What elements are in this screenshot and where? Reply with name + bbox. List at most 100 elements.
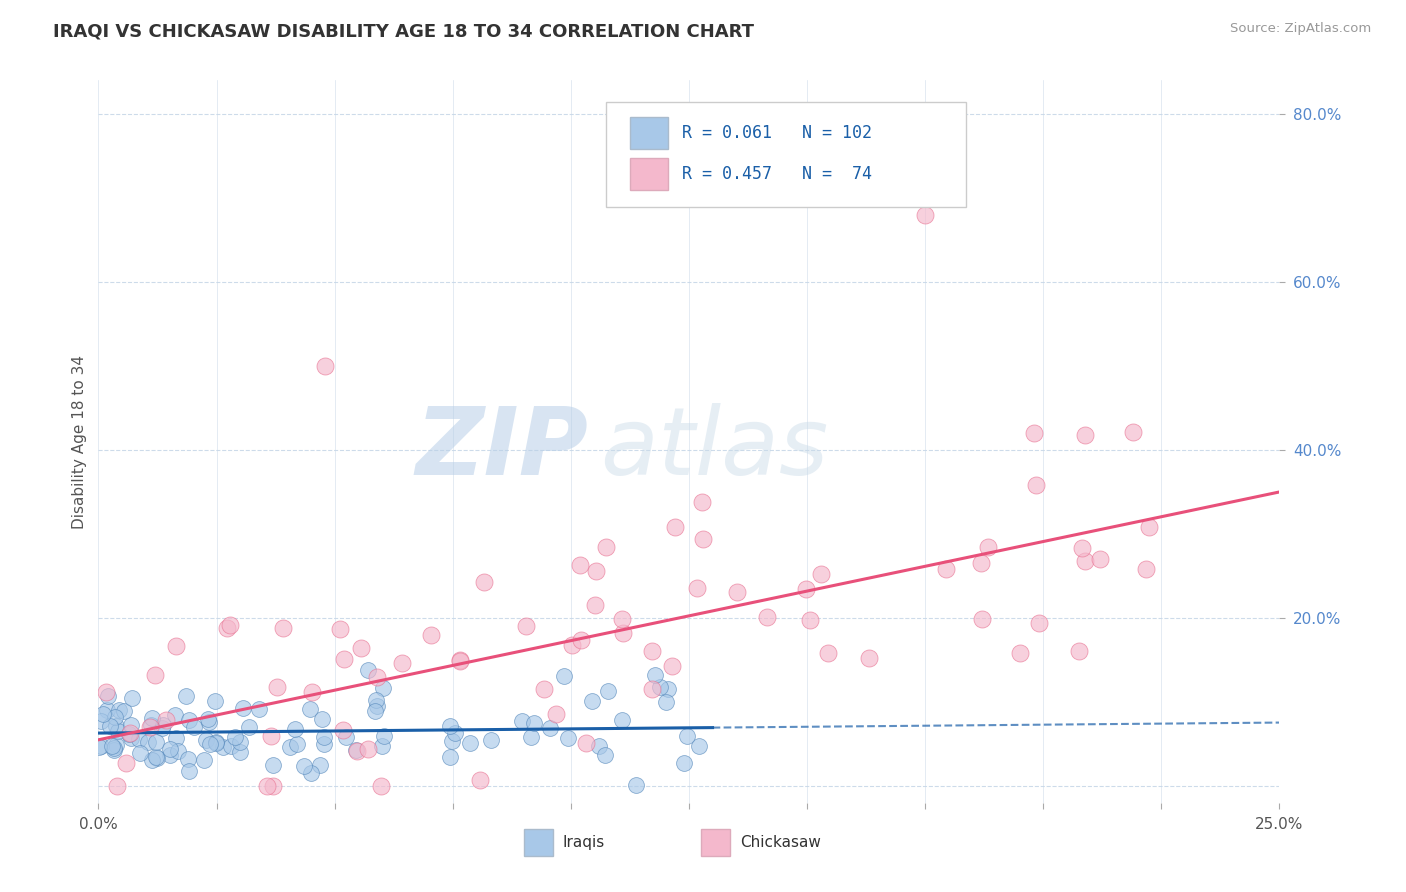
Point (664, 519, 686, 533)
Text: IRAQI VS CHICKASAW DISABILITY AGE 18 TO 34 CORRELATION CHART: IRAQI VS CHICKASAW DISABILITY AGE 18 TO … (53, 22, 755, 40)
Point (128, 747, 150, 761)
Point (159, 748, 181, 763)
Point (449, 655, 471, 669)
Point (167, 744, 190, 758)
Point (356, 664, 378, 678)
Text: ZIP: ZIP (416, 403, 589, 495)
Point (145, 735, 167, 749)
Point (449, 653, 471, 667)
Point (479, 732, 502, 747)
Point (152, 718, 174, 732)
Point (103, 740, 125, 755)
Point (725, 585, 748, 599)
Point (256, 779, 278, 793)
Point (278, 739, 301, 754)
Point (373, 730, 395, 744)
Point (557, 731, 579, 745)
Point (217, 621, 239, 635)
Point (661, 658, 683, 673)
Point (568, 558, 591, 573)
Point (309, 758, 332, 772)
Point (598, 684, 620, 698)
Text: Iraqis: Iraqis (562, 835, 605, 850)
Point (165, 707, 187, 722)
Point (292, 759, 315, 773)
Point (105, 719, 128, 733)
Point (583, 598, 606, 612)
FancyBboxPatch shape (523, 829, 553, 856)
Point (1090, 552, 1112, 566)
Point (198, 715, 221, 730)
Point (585, 564, 607, 578)
Point (1067, 644, 1090, 658)
Point (688, 739, 710, 753)
Point (329, 622, 352, 636)
Point (145, 750, 167, 764)
Point (91, 707, 114, 722)
Point (90, 714, 112, 728)
Point (120, 726, 142, 740)
Point (311, 712, 333, 726)
Text: R = 0.061   N = 102: R = 0.061 N = 102 (682, 124, 872, 142)
Point (112, 704, 135, 718)
Point (247, 702, 270, 716)
Point (228, 745, 250, 759)
Point (238, 720, 260, 734)
Point (121, 690, 143, 705)
Point (515, 619, 537, 633)
Text: 0.0%: 0.0% (79, 816, 118, 831)
Point (675, 729, 697, 743)
Point (657, 682, 679, 697)
Point (1122, 425, 1144, 439)
Text: Chickasaw: Chickasaw (740, 835, 821, 850)
Text: 25.0%: 25.0% (1256, 816, 1303, 831)
Point (98, 719, 121, 733)
Point (366, 670, 388, 684)
Point (344, 743, 367, 757)
Point (1074, 427, 1097, 442)
Point (224, 730, 246, 744)
Point (370, 779, 392, 793)
Point (690, 495, 713, 509)
Point (107, 723, 129, 738)
Point (90, 739, 112, 754)
Point (544, 706, 567, 721)
Point (1137, 519, 1160, 533)
FancyBboxPatch shape (606, 102, 966, 207)
Point (150, 721, 173, 735)
Point (595, 540, 617, 554)
Y-axis label: Disability Age 18 to 34: Disability Age 18 to 34 (72, 354, 87, 529)
Point (314, 359, 336, 373)
Point (673, 756, 696, 771)
Point (644, 667, 666, 681)
Point (612, 713, 634, 727)
FancyBboxPatch shape (630, 117, 668, 149)
Point (179, 764, 201, 778)
Point (120, 717, 142, 731)
Point (301, 685, 323, 699)
Point (96, 704, 118, 718)
Text: Source: ZipAtlas.com: Source: ZipAtlas.com (1230, 22, 1371, 36)
Point (1028, 615, 1050, 630)
Point (593, 748, 616, 763)
Point (970, 556, 993, 570)
Point (97, 690, 120, 704)
Point (177, 713, 200, 727)
Point (146, 751, 169, 765)
Point (299, 765, 322, 780)
Point (640, 682, 662, 697)
Point (692, 533, 714, 547)
Point (177, 752, 200, 766)
Point (520, 730, 543, 744)
Point (266, 681, 288, 695)
Point (391, 656, 413, 670)
Point (193, 753, 215, 767)
Point (553, 669, 575, 683)
Point (1074, 554, 1097, 568)
Point (120, 731, 142, 746)
Point (219, 617, 242, 632)
Point (212, 740, 235, 755)
Point (89, 739, 111, 754)
Point (284, 723, 307, 737)
Point (686, 582, 709, 596)
